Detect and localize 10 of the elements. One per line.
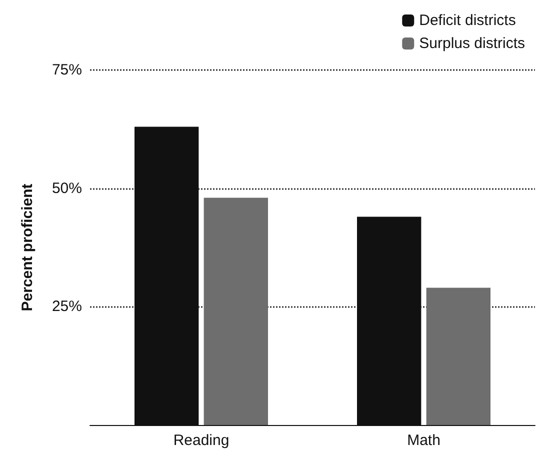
y-tick-label: 75% — [52, 62, 82, 78]
y-tick-label: 50% — [52, 180, 82, 197]
legend-label: Deficit districts — [419, 12, 516, 29]
y-tick-label: 25% — [52, 298, 82, 316]
x-tick-label: Reading — [173, 432, 230, 449]
legend-label: Surplus districts — [419, 35, 526, 52]
bar — [204, 198, 268, 425]
bar — [426, 288, 490, 425]
x-tick-label: Math — [407, 432, 440, 449]
y-axis-title: Percent proficient — [19, 184, 36, 312]
